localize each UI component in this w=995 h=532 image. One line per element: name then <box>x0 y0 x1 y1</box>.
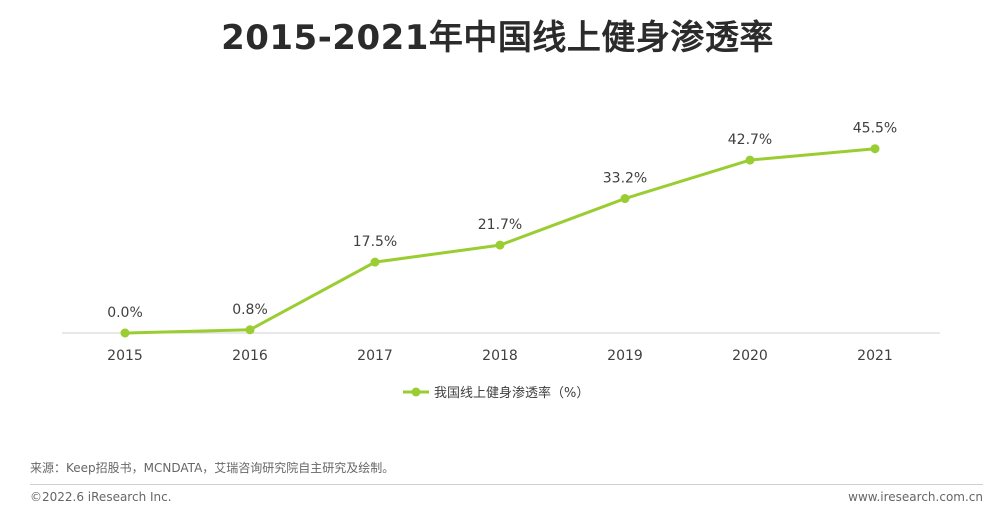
footer-divider <box>30 484 983 485</box>
data-point <box>370 257 380 267</box>
x-tick-label: 2018 <box>482 348 518 364</box>
data-point <box>120 328 130 338</box>
legend-marker <box>411 387 421 397</box>
data-label: 0.8% <box>232 302 268 318</box>
data-label: 42.7% <box>728 132 772 148</box>
x-tick-label: 2021 <box>857 348 893 364</box>
x-tick-label: 2017 <box>357 348 393 364</box>
data-label: 21.7% <box>478 217 522 233</box>
x-tick-label: 2020 <box>732 348 768 364</box>
source-note: 来源：Keep招股书，MCNDATA，艾瑞咨询研究院自主研究及绘制。 <box>30 461 395 475</box>
data-label: 0.0% <box>107 305 143 321</box>
data-point <box>745 155 755 165</box>
x-tick-label: 2015 <box>107 348 143 364</box>
chart-title: 2015-2021年中国线上健身渗透率 <box>221 18 774 58</box>
x-tick-label: 2019 <box>607 348 643 364</box>
data-point <box>620 194 630 204</box>
data-label: 33.2% <box>603 171 647 187</box>
plot-area: 0.0% 2015 0.8% 2016 17.5% 2017 21.7% 2018 33.2% 2… <box>62 121 940 364</box>
data-point <box>245 325 255 335</box>
data-point <box>870 144 880 154</box>
legend-label: 我国线上健身渗透率（%） <box>434 385 589 401</box>
data-label: 45.5% <box>853 121 897 137</box>
x-tick-label: 2016 <box>232 348 268 364</box>
copyright-text: ©2022.6 iResearch Inc. <box>30 490 172 504</box>
data-label: 17.5% <box>353 234 397 250</box>
data-point <box>495 240 505 250</box>
website-link[interactable]: www.iresearch.com.cn <box>848 490 983 504</box>
line-chart: 0.0% 2015 0.8% 2016 17.5% 2017 21.7% 2018 33.2% 2… <box>62 121 940 401</box>
legend: 我国线上健身渗透率（%） <box>403 385 589 401</box>
